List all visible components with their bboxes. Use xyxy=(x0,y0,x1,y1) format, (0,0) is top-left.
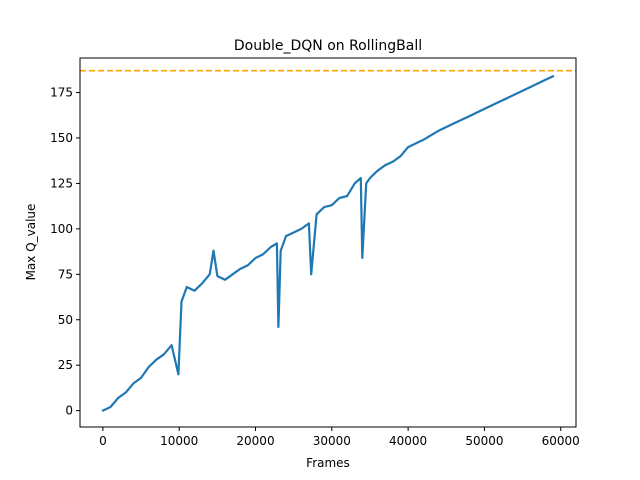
x-axis-ticks: 0 10000 20000 30000 40000 50000 60000 xyxy=(99,427,580,448)
y-tick-label: 0 xyxy=(65,404,73,418)
plot-frame xyxy=(79,57,577,428)
y-tick-label: 25 xyxy=(58,358,73,372)
y-tick-label: 100 xyxy=(50,222,73,236)
y-tick-label: 150 xyxy=(50,131,73,145)
x-tick-label: 50000 xyxy=(465,434,503,448)
x-axis-label: Frames xyxy=(306,456,350,470)
y-tick-label: 125 xyxy=(50,176,73,190)
x-tick-label: 20000 xyxy=(236,434,274,448)
y-axis-ticks: 0 25 50 75 100 125 150 175 xyxy=(50,86,80,418)
y-tick-label: 175 xyxy=(50,86,73,100)
y-axis-label: Max Q_value xyxy=(24,204,38,281)
series-line-0 xyxy=(101,75,555,412)
x-tick-label: 30000 xyxy=(313,434,351,448)
x-tick-label: 40000 xyxy=(389,434,427,448)
y-tick-label: 75 xyxy=(58,267,73,281)
y-tick-label: 50 xyxy=(58,313,73,327)
x-tick-label: 60000 xyxy=(542,434,580,448)
chart-title: Double_DQN on RollingBall xyxy=(234,38,422,54)
x-tick-label: 0 xyxy=(99,434,107,448)
x-tick-label: 10000 xyxy=(160,434,198,448)
series-layer xyxy=(101,75,555,412)
